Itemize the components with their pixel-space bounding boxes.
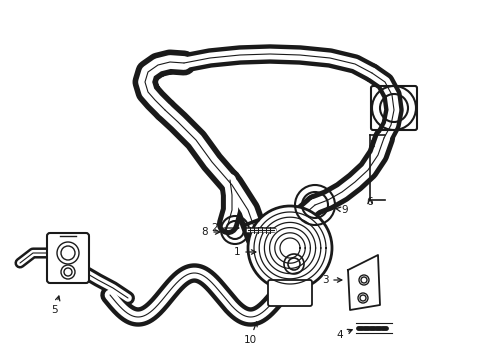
Text: 4: 4	[336, 329, 351, 340]
Text: 6: 6	[366, 197, 372, 207]
FancyBboxPatch shape	[267, 280, 311, 306]
Text: 7: 7	[368, 140, 375, 150]
Text: 9: 9	[335, 205, 347, 215]
Text: 8: 8	[201, 227, 220, 237]
FancyBboxPatch shape	[47, 233, 89, 283]
Text: 5: 5	[52, 296, 60, 315]
Polygon shape	[347, 255, 379, 310]
Text: 10: 10	[243, 322, 257, 345]
Text: 1: 1	[233, 247, 255, 257]
Text: 2: 2	[211, 223, 238, 233]
Circle shape	[247, 206, 331, 290]
Text: 3: 3	[321, 275, 341, 285]
